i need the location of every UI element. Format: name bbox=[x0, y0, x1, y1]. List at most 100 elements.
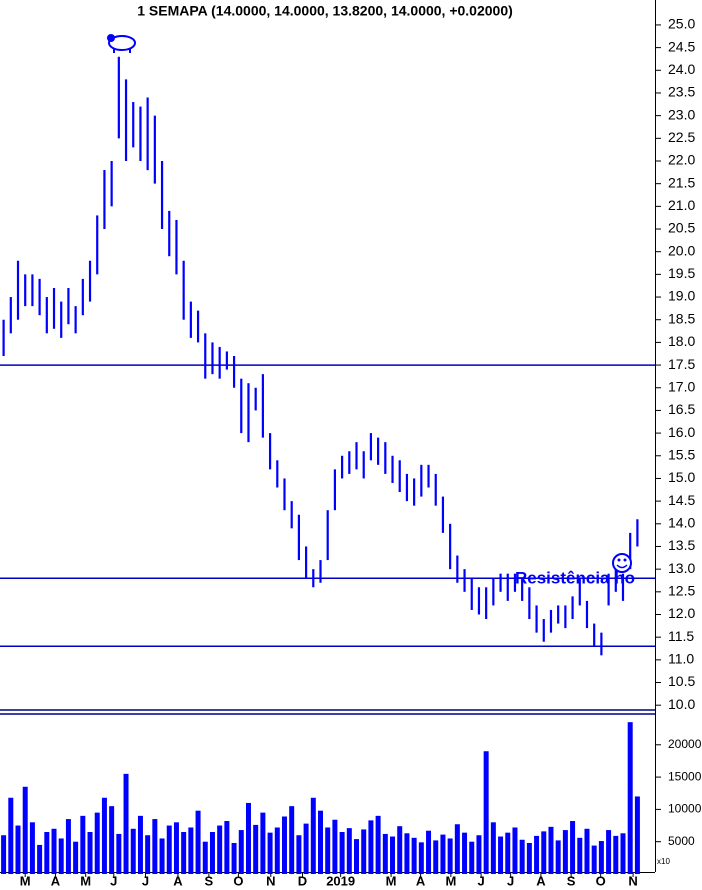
volume-bar bbox=[209, 832, 215, 874]
volume-bar bbox=[490, 822, 496, 874]
volume-bar bbox=[152, 819, 158, 874]
x-tick-label: M bbox=[445, 873, 456, 888]
y-tick-label: 12.5 bbox=[668, 583, 695, 599]
volume-bar bbox=[555, 840, 561, 874]
volume-bar bbox=[217, 825, 223, 874]
chart-title: 1 SEMAPA (14.0000, 14.0000, 13.8200, 14.… bbox=[137, 3, 513, 19]
volume-bar bbox=[195, 810, 201, 874]
y-tick-label: 16.0 bbox=[668, 424, 695, 440]
volume-bar bbox=[137, 815, 143, 874]
y-tick-label: 19.0 bbox=[668, 288, 695, 304]
y-tick-label: 14.0 bbox=[668, 514, 695, 530]
y-tick-label: 18.5 bbox=[668, 310, 695, 326]
price-panel bbox=[0, 56, 655, 656]
volume-bar bbox=[188, 827, 194, 874]
unit-label: x10 bbox=[657, 857, 670, 866]
x-tick-label: M bbox=[80, 873, 91, 888]
x-tick-label: O bbox=[233, 873, 243, 888]
volume-bar bbox=[361, 829, 367, 874]
y-tick-label: 22.5 bbox=[668, 129, 695, 145]
volume-bar bbox=[483, 751, 489, 874]
x-tick-label: J bbox=[477, 873, 484, 888]
y-tick-label: 10.5 bbox=[668, 673, 695, 689]
volume-bar bbox=[231, 842, 237, 874]
x-tick-label: M bbox=[386, 873, 397, 888]
y-tick-label: 5000 bbox=[668, 834, 695, 848]
x-tick-label: A bbox=[416, 873, 426, 888]
volume-bar bbox=[577, 837, 583, 874]
volume-bar bbox=[87, 832, 93, 874]
volume-bar bbox=[109, 806, 115, 874]
volume-bar bbox=[274, 827, 280, 874]
volume-bar bbox=[627, 722, 633, 874]
volume-bar bbox=[159, 838, 165, 874]
volume-bar bbox=[541, 831, 547, 874]
y-tick-label: 24.0 bbox=[668, 61, 695, 77]
x-tick-label: A bbox=[173, 873, 183, 888]
volume-bar bbox=[1, 835, 7, 874]
volume-bar bbox=[238, 830, 244, 874]
volume-bar bbox=[418, 842, 424, 874]
volume-bar bbox=[253, 824, 259, 874]
volume-bar bbox=[440, 834, 446, 874]
volume-bar bbox=[267, 832, 273, 874]
y-tick-label: 14.5 bbox=[668, 492, 695, 508]
x-tick-label: D bbox=[298, 873, 307, 888]
y-tick-label: 19.5 bbox=[668, 265, 695, 281]
volume-bar bbox=[613, 835, 619, 874]
volume-bar bbox=[51, 828, 57, 874]
y-tick-label: 16.5 bbox=[668, 401, 695, 417]
volume-bar bbox=[354, 839, 360, 874]
volume-bar bbox=[505, 832, 511, 874]
volume-bar bbox=[375, 815, 381, 874]
volume-bar bbox=[29, 822, 35, 874]
x-tick-label: S bbox=[205, 873, 214, 888]
y-tick-label: 17.5 bbox=[668, 356, 695, 372]
y-tick-label: 15.5 bbox=[668, 446, 695, 462]
y-tick-label: 23.0 bbox=[668, 106, 695, 122]
y-tick-label: 13.5 bbox=[668, 537, 695, 553]
volume-bar bbox=[303, 823, 309, 874]
volume-bar bbox=[296, 835, 302, 874]
y-tick-label: 11.5 bbox=[668, 628, 694, 644]
x-tick-label: J bbox=[142, 873, 149, 888]
volume-bar bbox=[123, 773, 129, 874]
y-tick-label: 13.0 bbox=[668, 560, 695, 576]
y-tick-label: 22.0 bbox=[668, 152, 695, 168]
volume-bar bbox=[80, 815, 86, 874]
volume-bar bbox=[606, 830, 612, 874]
volume-bar bbox=[411, 837, 417, 874]
volume-bar bbox=[73, 841, 79, 874]
x-tick-label: N bbox=[266, 873, 275, 888]
volume-bar bbox=[202, 841, 208, 874]
y-tick-label: 21.5 bbox=[668, 174, 695, 190]
volume-bar bbox=[426, 830, 432, 874]
x-tick-label: A bbox=[536, 873, 546, 888]
y-tick-label: 15.0 bbox=[668, 469, 695, 485]
volume-bar bbox=[65, 819, 71, 874]
y-tick-label: 21.0 bbox=[668, 197, 695, 213]
volume-bar bbox=[15, 825, 21, 874]
volume-bar bbox=[224, 821, 230, 874]
smiley-icon bbox=[612, 553, 632, 573]
volume-bar bbox=[526, 842, 532, 874]
volume-bar bbox=[58, 838, 64, 874]
x-tick-label: O bbox=[596, 873, 606, 888]
y-tick-label: 10000 bbox=[668, 802, 702, 816]
volume-bar bbox=[390, 836, 396, 874]
y-tick-label: 20000 bbox=[668, 737, 702, 751]
volume-bar bbox=[245, 802, 251, 874]
volume-bar bbox=[634, 796, 640, 874]
x-tick-label: J bbox=[110, 873, 117, 888]
volume-bar bbox=[8, 797, 14, 874]
y-tick-label: 17.0 bbox=[668, 378, 695, 394]
volume-bar bbox=[519, 839, 525, 874]
volume-bar bbox=[591, 845, 597, 874]
volume-bar bbox=[469, 841, 475, 874]
volume-bar bbox=[584, 828, 590, 874]
y-tick-label: 20.0 bbox=[668, 242, 695, 258]
volume-bar bbox=[325, 827, 331, 874]
volume-bar bbox=[498, 836, 504, 874]
volume-bar bbox=[454, 824, 460, 874]
